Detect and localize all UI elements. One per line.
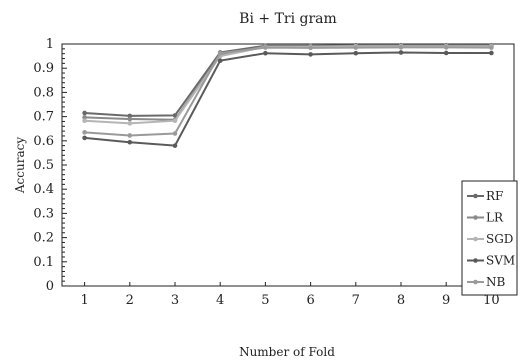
legend-item-lr: LR xyxy=(467,211,504,225)
legend-item-sgd: SGD xyxy=(467,232,513,246)
legend-item-rf: RF xyxy=(467,189,503,203)
data-point xyxy=(263,50,268,56)
y-tick-label: 0.4 xyxy=(33,182,54,197)
legend-label: SGD xyxy=(486,232,513,246)
data-point xyxy=(308,45,313,51)
x-axis-label: Number of Fold xyxy=(239,345,335,359)
series-line xyxy=(84,51,492,147)
legend-label: RF xyxy=(486,189,503,203)
data-point xyxy=(172,143,178,148)
data-point xyxy=(217,50,223,56)
legend-marker xyxy=(473,236,478,242)
x-tick-label: 9 xyxy=(442,293,450,308)
legend-item-svm: SVM xyxy=(467,254,515,268)
data-point xyxy=(127,139,133,145)
data-point xyxy=(353,45,359,50)
x-tick-label: 8 xyxy=(397,293,405,308)
chart-title: Bi + Tri gram xyxy=(239,11,337,27)
y-tick-label: 0.6 xyxy=(33,134,54,149)
legend-marker xyxy=(473,279,478,285)
data-point xyxy=(82,135,87,141)
data-point xyxy=(398,45,404,50)
x-tick-label: 7 xyxy=(352,293,360,308)
y-axis-label: Accuracy xyxy=(13,137,27,194)
y-tick-label: 0.1 xyxy=(33,255,54,270)
y-tick-label: 0.3 xyxy=(33,206,54,221)
legend-item-nb: NB xyxy=(467,275,506,289)
data-point xyxy=(127,116,133,122)
y-tick-label: 0 xyxy=(46,279,54,294)
series-line xyxy=(84,46,492,137)
y-tick-label: 0.8 xyxy=(33,85,54,100)
legend-marker xyxy=(473,258,478,263)
series-layer xyxy=(82,42,494,148)
x-tick-label: 1 xyxy=(80,293,88,308)
legend-label: NB xyxy=(486,275,506,289)
y-tick-label: 0.5 xyxy=(33,158,54,173)
x-tick-label: 10 xyxy=(483,293,500,308)
data-point xyxy=(82,118,87,124)
series-nb xyxy=(82,45,494,138)
data-point xyxy=(82,115,87,120)
x-tick-label: 3 xyxy=(171,293,179,308)
data-point xyxy=(82,130,87,135)
legend-label: LR xyxy=(486,211,504,225)
legend-marker xyxy=(473,215,478,220)
data-point xyxy=(489,45,494,50)
data-point xyxy=(353,50,359,56)
data-point xyxy=(263,45,268,50)
data-point xyxy=(172,118,178,124)
plot-area-frame xyxy=(61,43,515,287)
y-tick-label: 0.9 xyxy=(33,61,54,76)
x-tick-label: 6 xyxy=(306,293,314,308)
y-tick-label: 1 xyxy=(46,37,54,52)
series-svm xyxy=(82,50,494,148)
x-tick-label: 5 xyxy=(261,293,269,308)
series-line xyxy=(84,44,492,121)
data-point xyxy=(308,52,313,57)
axes: 0 0.1 0.2 0.3 0.4 0.5 0.6 0.7 0.8 0.9 1 1 2 3 4 5 6 7 8 9 10 xyxy=(33,37,515,308)
x-tick-label: 4 xyxy=(216,293,224,308)
series-lr xyxy=(82,43,494,123)
legend-label: SVM xyxy=(486,254,515,268)
data-point xyxy=(217,58,223,63)
data-point xyxy=(398,50,404,55)
data-point xyxy=(127,113,133,119)
legend-marker xyxy=(473,193,478,199)
data-point xyxy=(489,50,494,56)
data-point xyxy=(443,50,449,56)
y-tick-label: 0.7 xyxy=(33,110,54,125)
series-sgd xyxy=(82,44,494,126)
legend: RF LR SGD SVM NB xyxy=(461,180,518,296)
data-point xyxy=(172,131,178,136)
series-line xyxy=(84,45,492,125)
data-point xyxy=(127,121,133,126)
data-point xyxy=(127,133,133,138)
y-tick-label: 0.2 xyxy=(33,231,54,246)
data-point xyxy=(443,45,449,50)
series-line xyxy=(84,44,492,117)
data-point xyxy=(82,110,87,116)
x-tick-label: 2 xyxy=(126,293,134,308)
